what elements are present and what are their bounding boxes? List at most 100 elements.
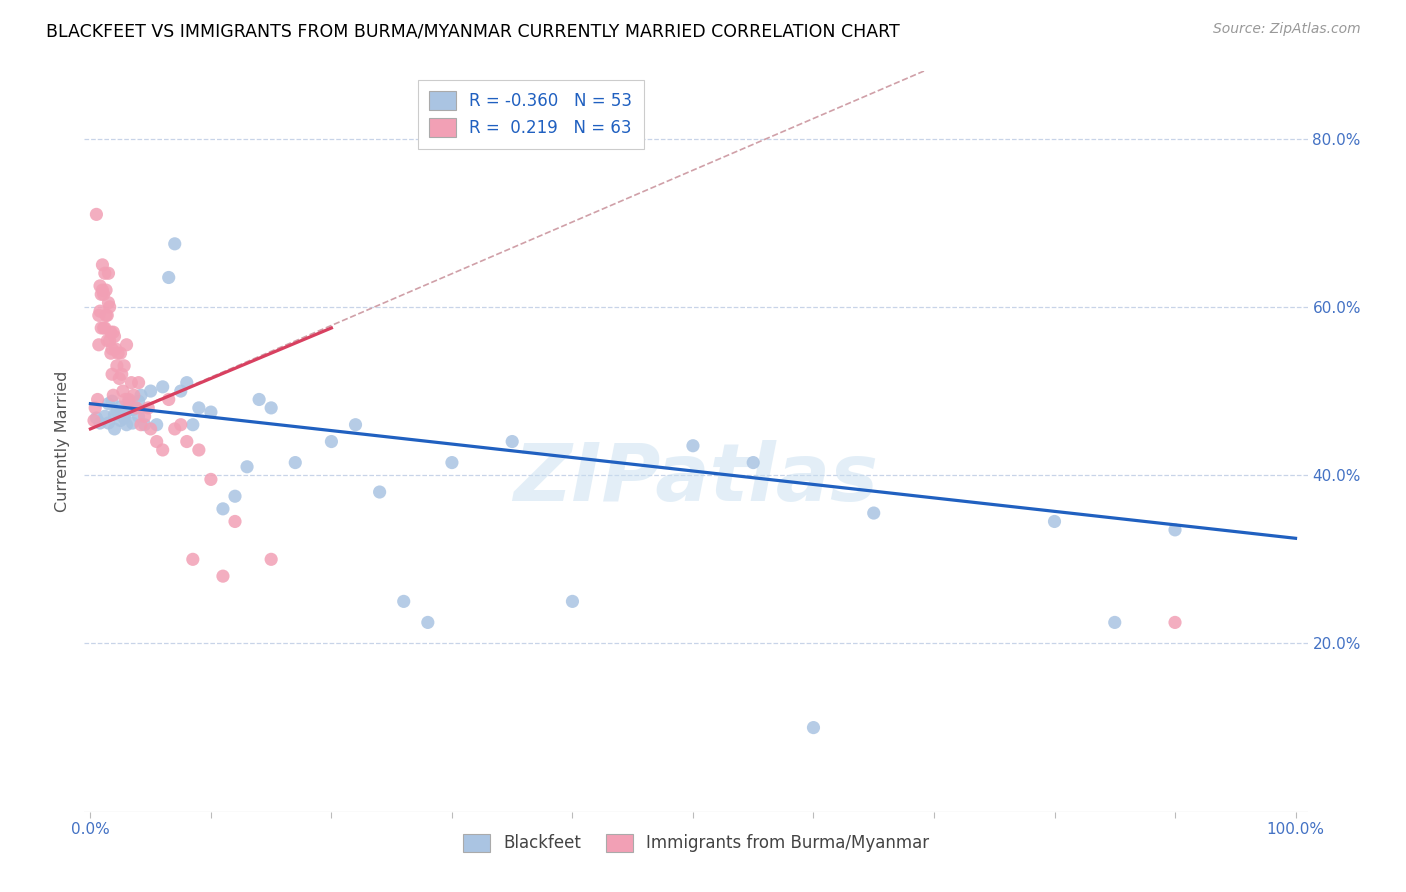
Point <box>105 405 128 419</box>
Point <box>145 434 167 449</box>
Point <box>392 594 415 608</box>
Point <box>129 388 152 402</box>
Point <box>112 359 135 373</box>
Point <box>112 411 135 425</box>
Point <box>89 304 111 318</box>
Point <box>90 287 112 301</box>
Point <box>91 283 114 297</box>
Point <box>440 456 463 470</box>
Point <box>97 266 120 280</box>
Point <box>89 279 111 293</box>
Point <box>862 506 884 520</box>
Point <box>103 422 125 436</box>
Point <box>94 266 117 280</box>
Point <box>94 309 117 323</box>
Point <box>98 300 121 314</box>
Point <box>260 552 283 566</box>
Point <box>163 236 186 251</box>
Point <box>97 416 120 430</box>
Point <box>152 380 174 394</box>
Text: ZIPatlas: ZIPatlas <box>513 440 879 517</box>
Point <box>111 368 134 382</box>
Point <box>212 569 235 583</box>
Point <box>86 207 108 221</box>
Point <box>128 376 150 390</box>
Point <box>100 346 122 360</box>
Point <box>97 295 120 310</box>
Point <box>181 552 204 566</box>
Point <box>128 409 150 424</box>
Point <box>139 422 162 436</box>
Point <box>212 501 235 516</box>
Point <box>93 287 115 301</box>
Point <box>157 392 180 407</box>
Point <box>87 338 110 352</box>
Point <box>125 401 148 415</box>
Point <box>176 376 198 390</box>
Point <box>103 329 125 343</box>
Point <box>163 422 186 436</box>
Point <box>87 309 110 323</box>
Point <box>561 594 583 608</box>
Point <box>170 417 193 432</box>
Point <box>236 459 259 474</box>
Point <box>104 342 127 356</box>
Point <box>96 334 118 348</box>
Point <box>344 417 367 432</box>
Point <box>108 371 131 385</box>
Point <box>101 368 124 382</box>
Point <box>89 416 111 430</box>
Point <box>200 405 222 419</box>
Point <box>103 408 125 422</box>
Point <box>105 359 128 373</box>
Point <box>152 442 174 457</box>
Point <box>224 515 246 529</box>
Legend: Blackfeet, Immigrants from Burma/Myanmar: Blackfeet, Immigrants from Burma/Myanmar <box>457 827 935 859</box>
Point <box>83 413 105 427</box>
Point <box>501 434 523 449</box>
Point <box>96 309 118 323</box>
Point <box>114 392 136 407</box>
Point <box>122 388 145 402</box>
Point <box>94 321 117 335</box>
Point <box>682 439 704 453</box>
Point <box>200 472 222 486</box>
Point <box>187 401 209 415</box>
Point <box>84 401 107 415</box>
Point <box>260 401 283 415</box>
Point <box>107 346 129 360</box>
Point <box>93 321 115 335</box>
Point <box>100 325 122 339</box>
Point <box>103 388 125 402</box>
Point <box>1164 523 1187 537</box>
Point <box>176 434 198 449</box>
Point <box>103 325 125 339</box>
Point <box>181 417 204 432</box>
Point <box>94 283 117 297</box>
Point <box>97 397 120 411</box>
Point <box>86 392 108 407</box>
Point <box>98 334 121 348</box>
Point <box>118 392 141 407</box>
Point <box>128 394 150 409</box>
Point <box>115 405 138 419</box>
Point <box>145 417 167 432</box>
Point <box>803 721 825 735</box>
Point <box>115 417 138 432</box>
Point <box>91 258 114 272</box>
Point <box>368 485 391 500</box>
Point <box>134 409 156 424</box>
Point <box>284 456 307 470</box>
Text: BLACKFEET VS IMMIGRANTS FROM BURMA/MYANMAR CURRENTLY MARRIED CORRELATION CHART: BLACKFEET VS IMMIGRANTS FROM BURMA/MYANM… <box>46 22 900 40</box>
Point <box>321 434 343 449</box>
Point <box>129 417 152 432</box>
Point <box>90 321 112 335</box>
Point <box>110 413 132 427</box>
Point <box>121 416 143 430</box>
Point <box>101 394 124 409</box>
Point <box>118 394 141 409</box>
Point <box>121 402 143 417</box>
Point <box>416 615 439 630</box>
Point <box>115 338 138 352</box>
Point <box>157 270 180 285</box>
